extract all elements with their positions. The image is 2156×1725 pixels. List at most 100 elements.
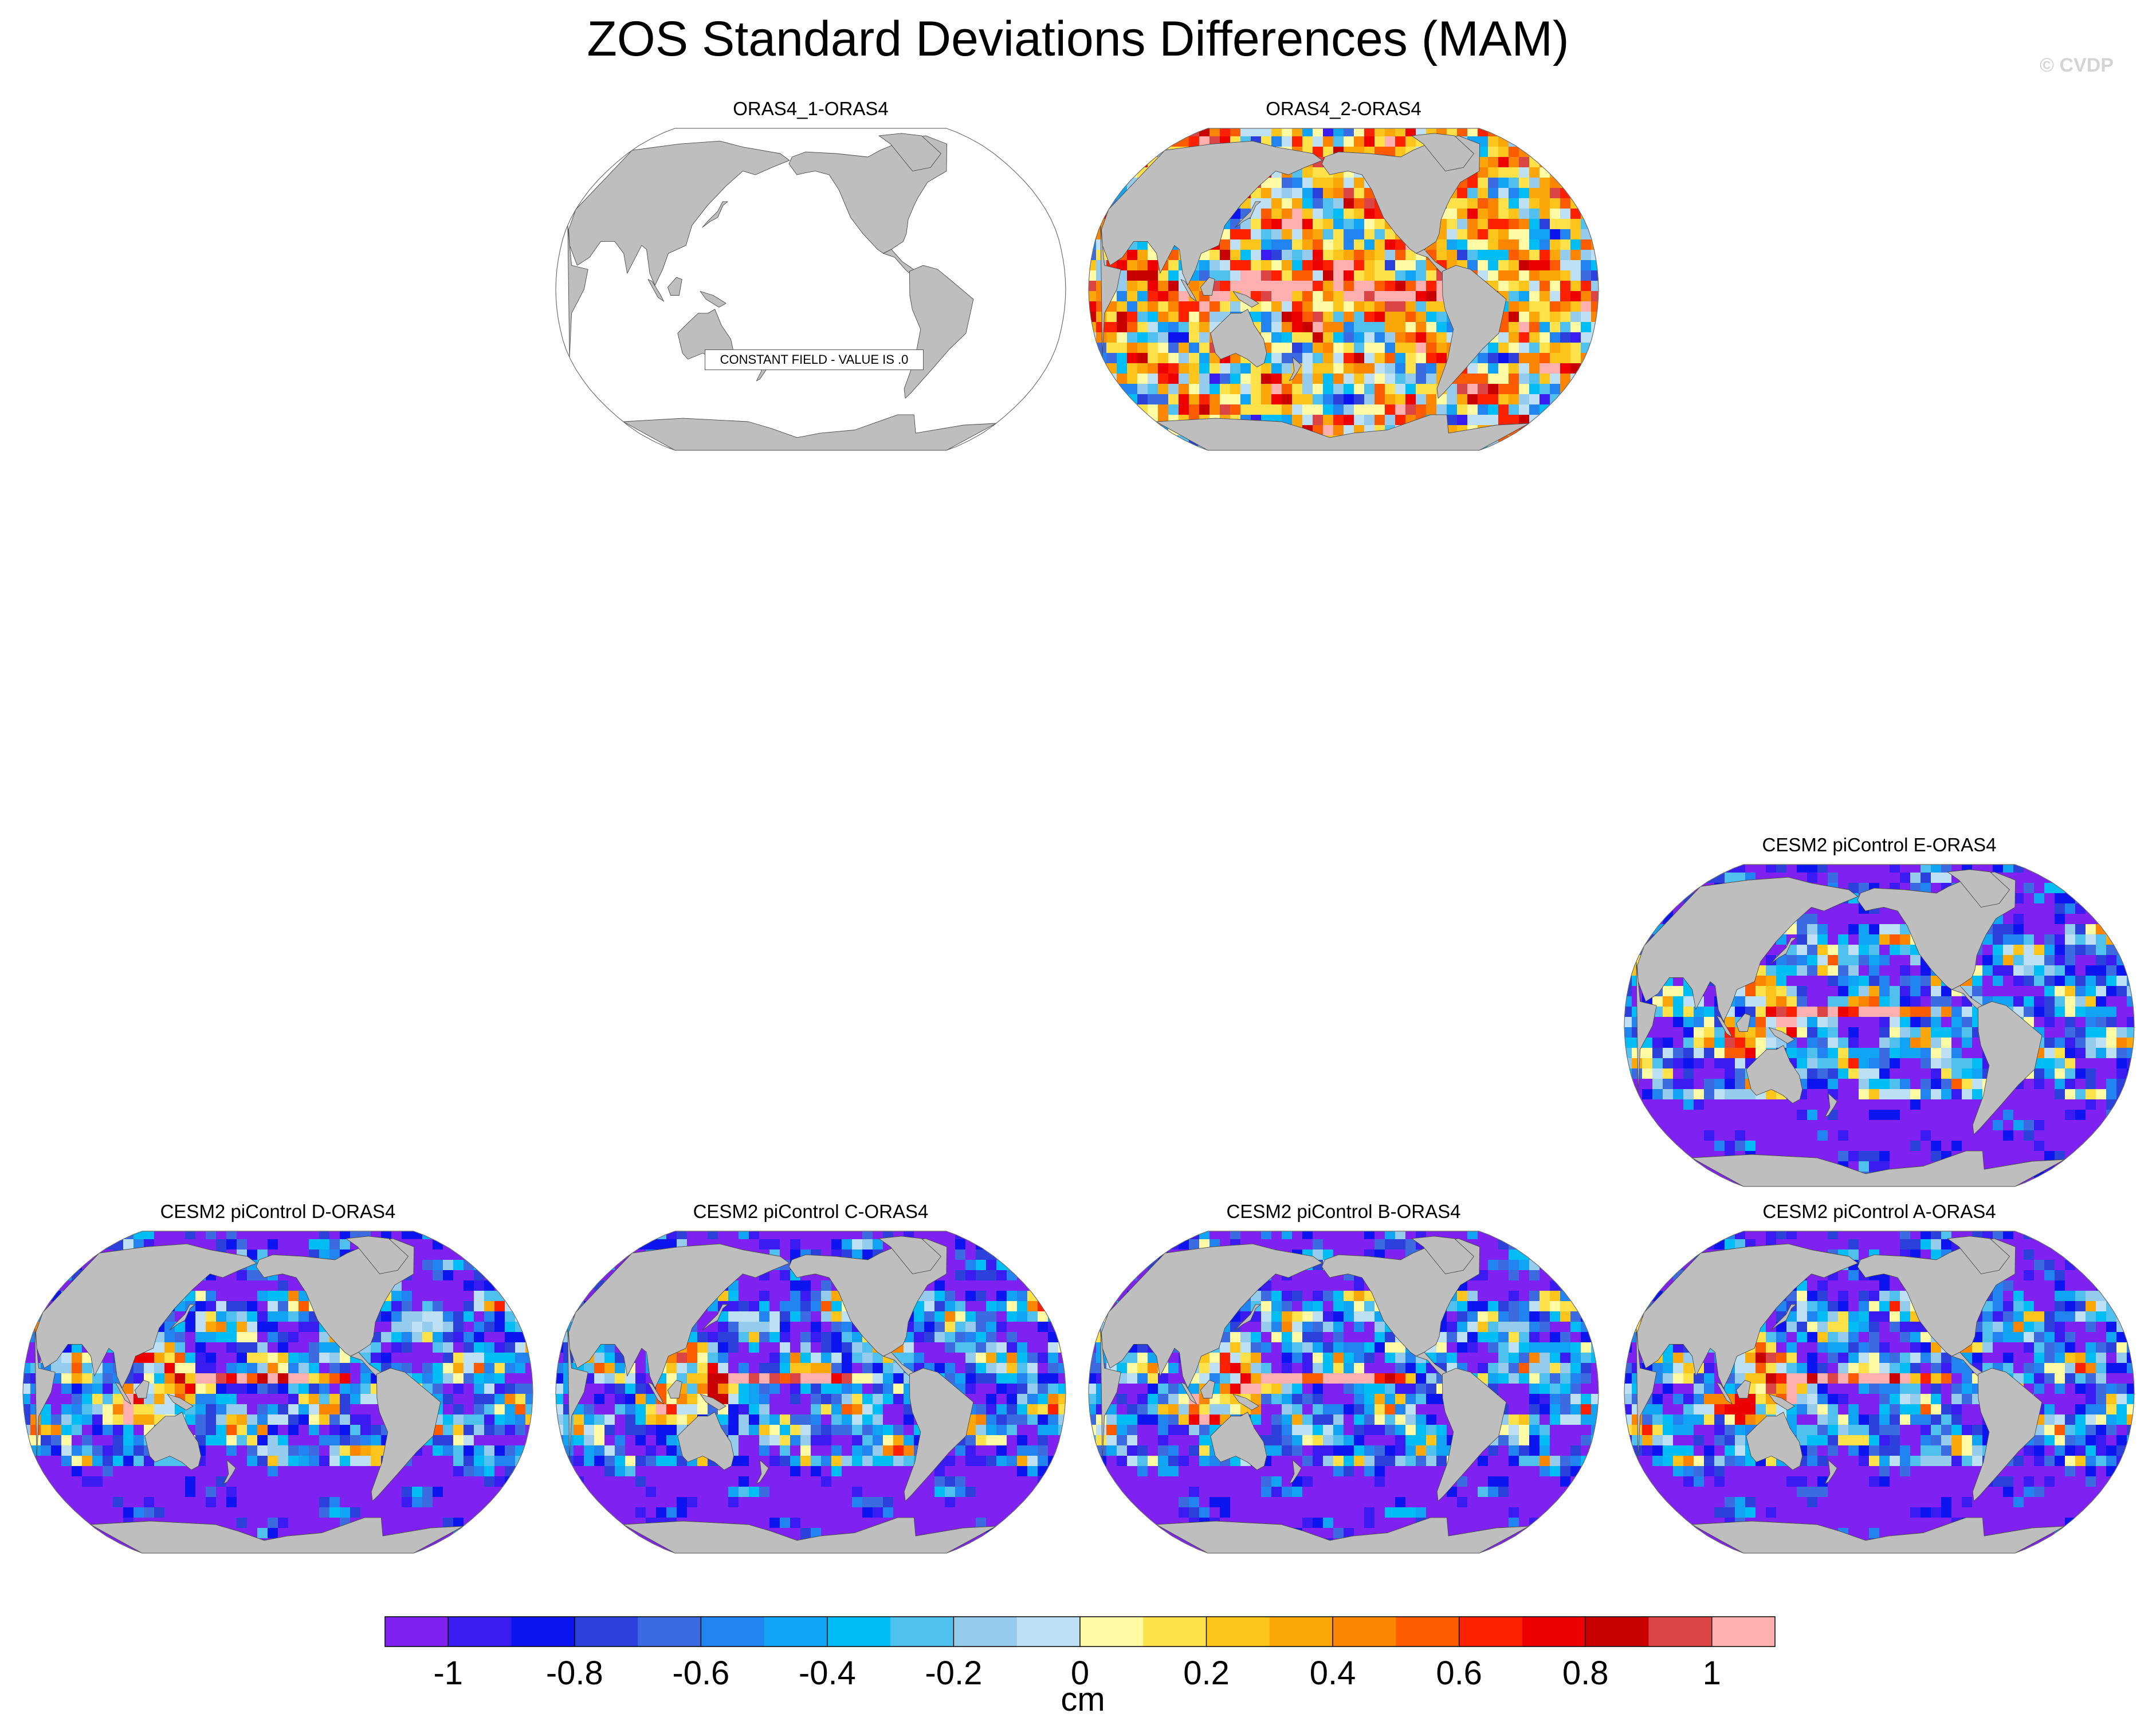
field-cell [309,1231,320,1240]
field-cell [1910,1068,1921,1079]
field-cell [72,1476,83,1487]
field-cell [1529,446,1540,450]
field-cell [72,1239,83,1250]
field-cell [288,1373,299,1384]
field-cell [1106,188,1117,199]
field-cell [329,1363,340,1374]
field-cell [2003,1141,2014,1152]
field-cell [2116,1027,2127,1038]
field-cell [1848,903,1859,914]
field-cell [1694,873,1705,883]
field-cell [1951,1068,1962,1079]
field-cell [103,1538,113,1549]
field-cell [1261,128,1272,137]
field-cell [51,1445,62,1456]
field-cell [1292,198,1303,209]
field-cell [412,1342,423,1353]
field-cell [1570,157,1581,168]
field-cell [2096,1079,2107,1090]
field-cell [780,1239,791,1250]
field-cell [268,1507,278,1518]
field-cell [144,1476,155,1487]
field-cell [739,1231,749,1240]
field-cell [2096,986,2107,997]
field-cell [1921,1089,1931,1100]
field-cell [1725,1141,1735,1152]
field-cell [1261,188,1272,199]
field-cell [1735,1120,1746,1131]
field-cell [1817,976,1828,987]
field-cell [1591,384,1599,395]
field-cell [1817,1099,1828,1110]
field-cell [1478,157,1489,168]
field-cell [2013,934,2024,945]
field-cell [1581,198,1592,209]
field-cell [1148,404,1158,415]
field-cell [1652,1141,1663,1152]
field-cell [216,1394,227,1405]
field-cell [1540,301,1550,312]
field-cell [1127,343,1138,353]
field-cell [206,1373,217,1384]
field-cell [1282,250,1293,261]
field-cell [226,1353,237,1364]
field-cell [1375,343,1385,353]
field-cell [1457,415,1468,426]
field-cell [1540,446,1550,450]
field-cell [1519,136,1530,147]
field-cell [1271,353,1282,364]
field-cell [1786,865,1797,873]
field-cell [1323,291,1334,302]
field-cell [154,1342,165,1353]
field-cell [1117,332,1128,343]
field-cell [433,1507,443,1518]
field-cell [1089,353,1097,364]
field-cell [1089,147,1097,158]
field-cell [1405,394,1416,405]
field-cell [1189,374,1200,384]
field-cell [1189,312,1200,323]
field-cell [1735,1110,1746,1121]
field-cell [288,1363,299,1374]
field-cell [1890,934,1900,945]
field-cell [154,1507,165,1518]
field-cell [299,1311,309,1322]
field-cell [216,1332,227,1343]
field-cell [154,1476,165,1487]
field-cell [1910,1058,1921,1069]
field-cell [1089,188,1097,199]
field-cell [1776,1099,1787,1110]
field-cell [402,1518,413,1528]
field-cell [1900,1027,1911,1038]
field-cell [1756,865,1766,873]
field-cell [1663,1079,1674,1090]
field-cell [2116,1110,2127,1121]
field-cell [1478,198,1489,209]
field-cell [1714,1099,1725,1110]
field-cell [1921,1110,1931,1121]
field-cell [299,1466,309,1477]
field-cell [2044,1017,2055,1028]
field-cell [1776,1017,1787,1028]
field-cell [1879,1089,1890,1100]
field-cell [1478,209,1489,219]
field-cell [2044,945,2055,956]
field-cell [1313,219,1324,230]
field-cell [433,1342,443,1353]
land-borneo [667,277,682,296]
field-cell [2075,934,2086,945]
field-cell [1498,250,1509,261]
field-cell [1261,209,1272,219]
field-cell [1951,1141,1962,1152]
field-cell [2044,965,2055,976]
field-cell [319,1476,330,1487]
field-cell [443,1373,454,1384]
field-cell [1859,1079,1870,1090]
field-cell [1673,1161,1684,1172]
field-cell [2116,986,2127,997]
field-cell [484,1260,495,1271]
field-cell [1921,883,1931,894]
field-cell [1364,270,1375,281]
field-cell [1581,128,1592,137]
field-cell [1364,404,1375,415]
